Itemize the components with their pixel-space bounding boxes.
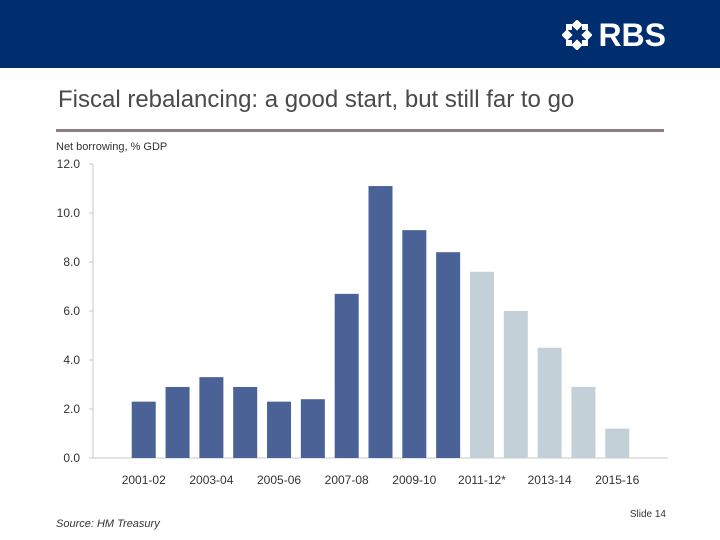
x-tick-label: 2013-14 <box>528 473 572 487</box>
bar-2011-12* <box>469 271 494 458</box>
bar-2010-11 <box>436 252 461 458</box>
slide-number: Slide 14 <box>629 509 666 520</box>
logo-text: RBS <box>598 17 666 53</box>
y-axis-label: Net borrowing, % GDP <box>56 141 168 153</box>
y-tick-label: 8.0 <box>63 255 80 269</box>
source-note: Source: HM Treasury <box>56 518 160 530</box>
x-tick-label: 2003-04 <box>189 473 233 487</box>
bar-2009-10 <box>402 230 427 458</box>
bar-2003-04 <box>199 377 224 458</box>
x-tick-label: 2007-08 <box>325 473 369 487</box>
y-tick-label: 12.0 <box>57 157 81 171</box>
bar-2007-08 <box>334 293 359 458</box>
title-divider <box>56 129 664 132</box>
y-tick-label: 10.0 <box>57 206 81 220</box>
y-tick-label: 0.0 <box>63 451 80 465</box>
rbs-daisy-wheel-icon <box>562 20 593 50</box>
bar-2005-06 <box>267 401 292 458</box>
x-tick-label: 2015-16 <box>595 473 639 487</box>
bar-2001-02 <box>131 401 156 458</box>
y-tick-label: 4.0 <box>63 353 80 367</box>
bar-2013-14 <box>537 347 562 458</box>
x-tick-label: 2011-12* <box>458 473 506 487</box>
rbs-logo: RBS <box>562 18 666 52</box>
bar-2006-07 <box>300 399 325 458</box>
bar-2002-03 <box>165 386 190 458</box>
x-tick-label: 2009-10 <box>392 473 436 487</box>
bar-2014-15 <box>571 386 596 458</box>
bar-2012-13 <box>503 311 528 458</box>
net-borrowing-bar-chart: 0.0 2.0 4.0 6.0 8.0 10.0 12.0 2001-02 2003-04 200… <box>57 157 668 487</box>
bar-2015-16 <box>605 428 630 458</box>
bar-2008-09 <box>368 186 393 459</box>
slide-title: Fiscal rebalancing: a good start, but st… <box>58 86 575 113</box>
y-tick-label: 2.0 <box>63 402 80 416</box>
x-tick-label: 2005-06 <box>257 473 301 487</box>
header-bar: RBS <box>0 0 720 68</box>
bar-2004-05 <box>233 386 258 458</box>
y-tick-label: 6.0 <box>63 304 80 318</box>
x-tick-label: 2001-02 <box>122 473 166 487</box>
